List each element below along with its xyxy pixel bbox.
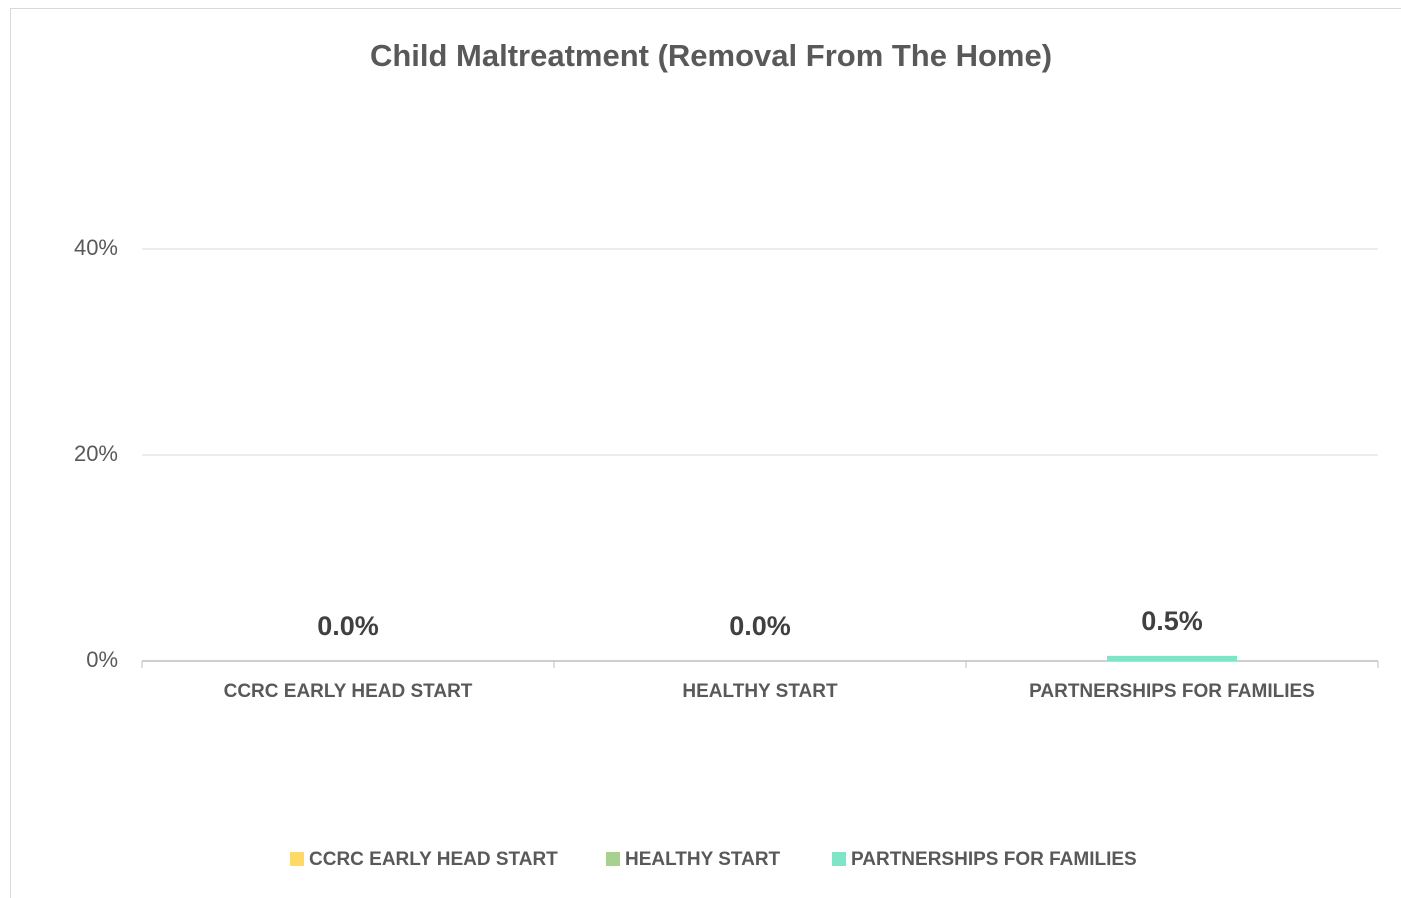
bar	[1107, 655, 1237, 661]
legend-label: HEALTHY START	[625, 849, 781, 870]
legend-swatch	[832, 852, 846, 866]
legend-label: PARTNERSHIPS FOR FAMILIES	[851, 849, 1137, 870]
chart-title: Child Maltreatment (Removal From The Hom…	[370, 38, 1052, 73]
y-tick-label: 0%	[86, 647, 118, 672]
x-tick-label: HEALTHY START	[682, 681, 838, 702]
y-tick-label: 20%	[74, 441, 118, 466]
x-tick-label: PARTNERSHIPS FOR FAMILIES	[1029, 681, 1315, 702]
value-label: 0.0%	[729, 611, 791, 641]
y-tick-label: 40%	[74, 235, 118, 260]
legend-label: CCRC EARLY HEAD START	[309, 849, 558, 870]
x-tick-label: CCRC EARLY HEAD START	[224, 681, 473, 702]
value-label: 0.5%	[1141, 606, 1203, 636]
legend-swatch	[606, 852, 620, 866]
legend-swatch	[290, 852, 304, 866]
value-label: 0.0%	[317, 611, 379, 641]
chart-border	[10, 8, 1401, 898]
